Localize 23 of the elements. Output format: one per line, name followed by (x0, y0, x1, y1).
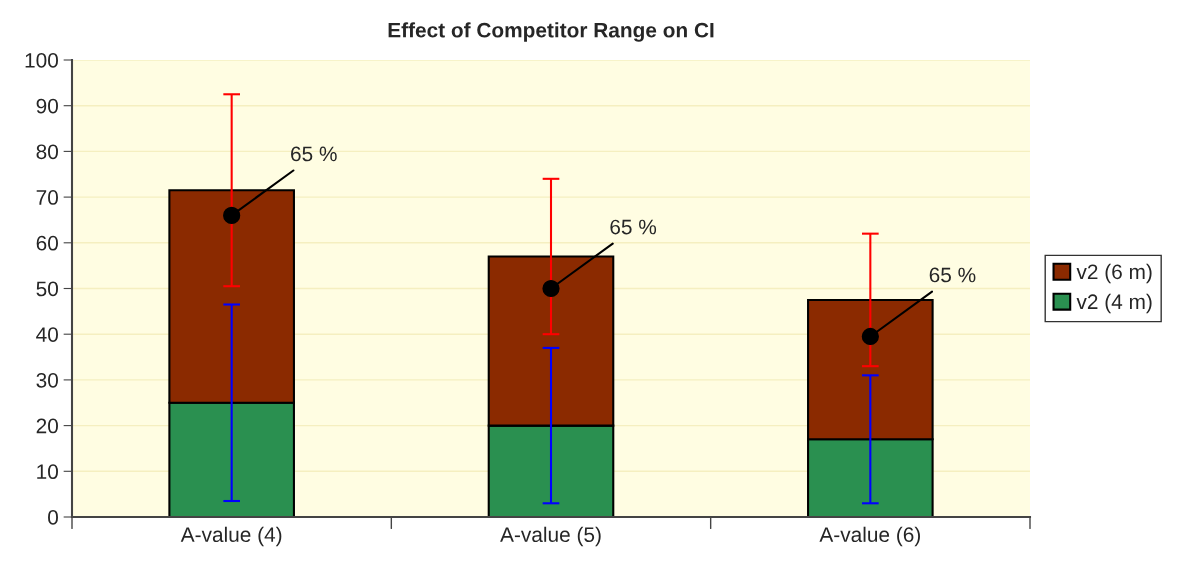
point (542, 279, 560, 298)
y-tick-label: 100 (25, 53, 58, 68)
y-tick-label: 40 (36, 327, 58, 342)
x-tick-label: A-value (4) (180, 526, 282, 547)
point (223, 206, 241, 224)
y-tick-label: 70 (36, 190, 58, 205)
annotation: 65 % (610, 219, 657, 235)
legend-label: v2 (4 m) (1076, 293, 1152, 314)
y-tick-label: 30 (36, 372, 58, 388)
legend-label: v2 (6 m) (1076, 263, 1152, 284)
annotation: 65 % (291, 146, 337, 162)
y-tick-label: 60 (36, 235, 58, 251)
point (861, 327, 879, 346)
y-tick-label: 20 (36, 418, 58, 434)
y-tick-label: 90 (36, 98, 58, 114)
annotation: 65 % (929, 267, 976, 283)
x-tick-label: A-value (6) (819, 526, 920, 547)
chart-title: Effect of Competitor Range on CI (388, 22, 714, 42)
y-tick-label: 50 (36, 281, 58, 297)
y-tick-label: 80 (36, 144, 58, 160)
y-tick-label: 0 (48, 510, 58, 525)
y-tick-label: 10 (37, 464, 58, 480)
x-tick-label: A-value (5) (500, 526, 601, 547)
